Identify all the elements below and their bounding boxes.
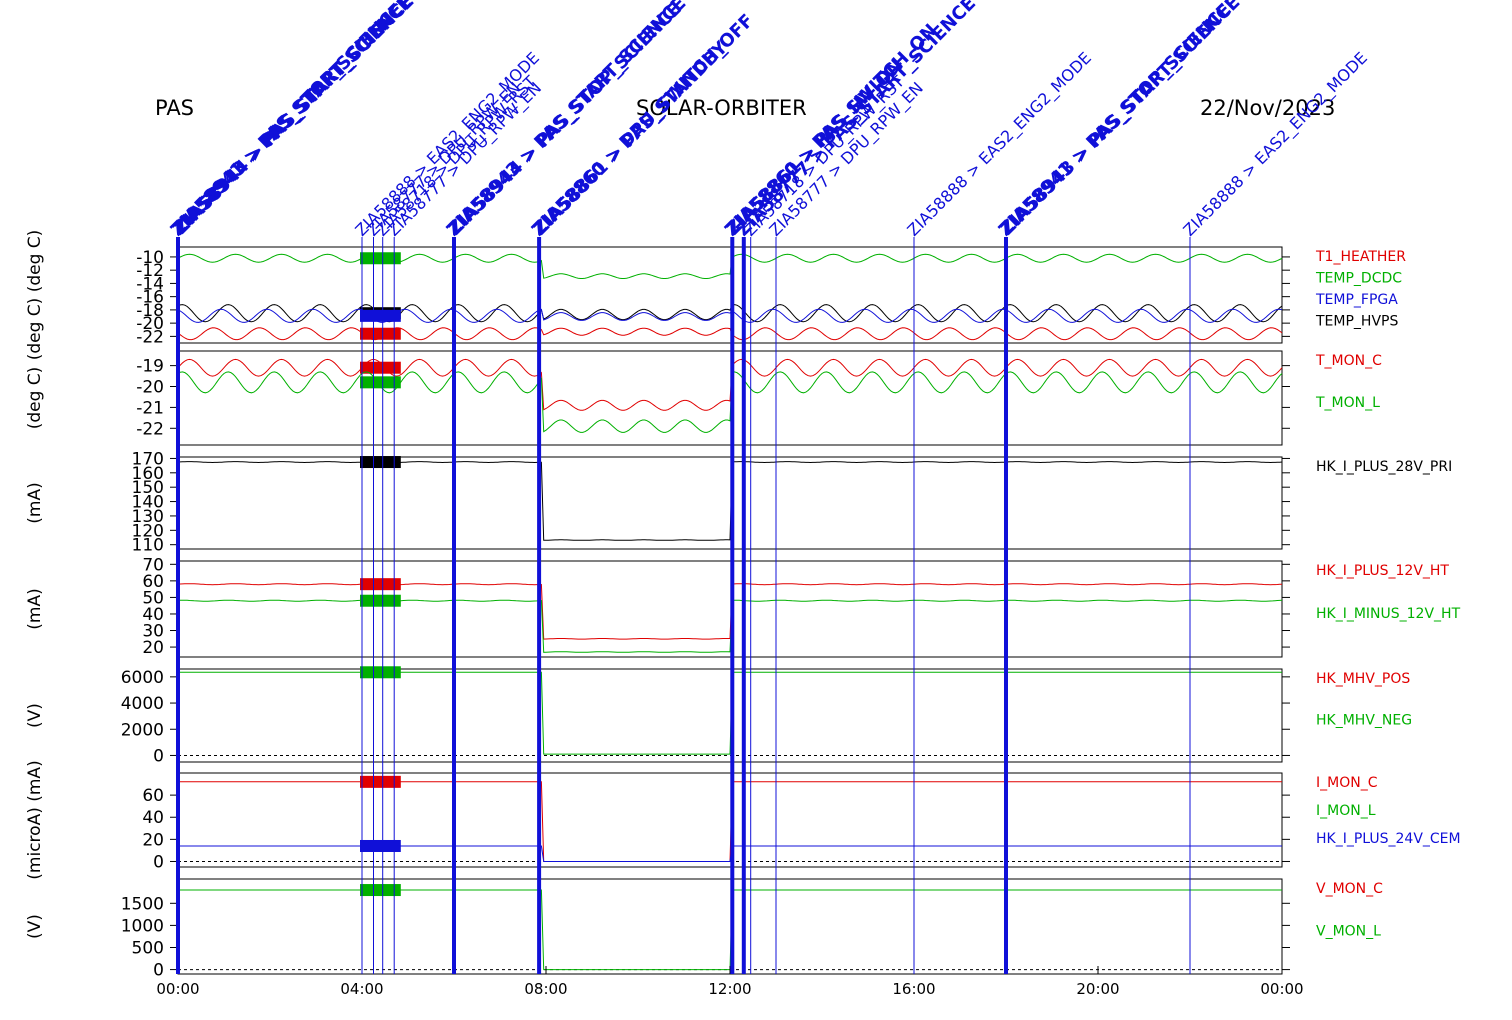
y-tick-label: 120	[132, 521, 164, 541]
y-tick-label: 160	[132, 464, 164, 484]
data-burst	[360, 666, 401, 679]
x-tick-label: 16:00	[892, 980, 935, 998]
legend-label: HK_I_MINUS_12V_HT	[1316, 606, 1461, 622]
data-burst	[360, 252, 401, 265]
legend-label: HK_I_PLUS_12V_HT	[1316, 563, 1449, 579]
event-label: ZIA58888 > EAS2_ENG2_MODE	[903, 48, 1095, 240]
mission-label: SOLAR-ORBITER	[636, 96, 807, 120]
y-tick-label: -19	[136, 357, 164, 377]
y-tick-label: 50	[142, 588, 164, 608]
data-burst	[360, 884, 401, 897]
y-tick-label: -12	[136, 261, 164, 281]
y-tick-label: 0	[153, 852, 164, 872]
series-line	[178, 781, 1282, 862]
legend-label: V_MON_L	[1316, 924, 1381, 940]
legend-label: T1_HEATHER	[1315, 249, 1406, 265]
legend-label: V_MON_C	[1316, 881, 1383, 897]
y-tick-label: 40	[142, 605, 164, 625]
data-burst	[360, 775, 401, 788]
y-tick-label: 140	[132, 493, 164, 513]
series-line	[177, 371, 1283, 433]
legend-label: T_MON_C	[1315, 353, 1382, 369]
y-tick-label: -20	[136, 314, 164, 334]
data-burst	[360, 578, 401, 591]
y-tick-label: 150	[132, 478, 164, 498]
x-tick-label: 00:00	[1260, 980, 1303, 998]
legend-label: HK_MHV_POS	[1316, 671, 1410, 687]
data-burst	[360, 309, 401, 322]
event-label: ZIA58888 > EAS2_ENG2_MODE	[1179, 48, 1371, 240]
series-line	[178, 671, 1282, 755]
legend-label: TEMP_HVPS	[1315, 314, 1398, 330]
y-tick-label: 1500	[121, 894, 164, 914]
y-tick-label: -18	[136, 301, 164, 321]
y-tick-label: 2000	[121, 720, 164, 740]
x-tick-label: 04:00	[340, 980, 383, 998]
y-tick-label: 170	[132, 449, 164, 469]
y-tick-label: 0	[153, 746, 164, 766]
y-tick-label: 60	[142, 572, 164, 592]
legend-label: HK_MHV_NEG	[1316, 713, 1412, 729]
data-burst	[360, 594, 401, 607]
legend-label: I_MON_C	[1316, 775, 1378, 791]
y-tick-label: 60	[142, 786, 164, 806]
y-tick-label: -22	[136, 327, 164, 347]
y-tick-label: 40	[142, 808, 164, 828]
legend-label: T_MON_L	[1315, 395, 1380, 411]
legend-label: HK_I_PLUS_24V_CEM	[1316, 831, 1461, 847]
y-tick-label: 6000	[121, 668, 164, 688]
y-tick-label: 20	[142, 830, 164, 850]
y-axis-label: (V)	[25, 703, 45, 728]
data-burst	[360, 361, 401, 374]
y-tick-label: -20	[136, 378, 164, 398]
y-axis-label: (mA)	[25, 482, 45, 523]
event-label: ZIA58718 > DPU_RPW_RST	[740, 72, 909, 241]
y-axis-label: (microA) (mA)	[25, 760, 45, 879]
y-tick-label: 0	[153, 961, 164, 981]
y-tick-label: -22	[136, 419, 164, 439]
series-line	[177, 327, 1283, 341]
x-tick-label: 08:00	[524, 980, 567, 998]
series-line	[178, 889, 1282, 971]
y-tick-label: -14	[136, 274, 164, 294]
legend-label: I_MON_L	[1316, 803, 1376, 819]
y-tick-label: -21	[136, 398, 164, 418]
x-tick-label: 12:00	[708, 980, 751, 998]
series-line	[177, 583, 1283, 640]
y-axis-label: (mA)	[25, 588, 45, 629]
y-tick-label: 500	[132, 938, 164, 958]
y-axis-label: (deg C) (deg C)	[25, 230, 45, 361]
y-tick-label: -10	[136, 248, 164, 268]
legend-label: TEMP_FPGA	[1315, 292, 1398, 308]
data-burst	[360, 376, 401, 389]
y-tick-label: 20	[142, 638, 164, 658]
y-tick-label: 30	[142, 622, 164, 642]
legend-label: HK_I_PLUS_28V_PRI	[1316, 459, 1452, 475]
y-tick-label: 4000	[121, 694, 164, 714]
y-axis-label: (deg C)	[25, 367, 45, 430]
series-line	[177, 358, 1283, 411]
x-tick-label: 20:00	[1076, 980, 1119, 998]
series-line	[177, 253, 1283, 279]
instrument-label: PAS	[155, 96, 195, 120]
x-tick-label: 00:00	[156, 980, 199, 998]
data-burst	[360, 456, 401, 469]
y-tick-label: 70	[142, 555, 164, 575]
data-burst	[360, 327, 401, 340]
y-tick-label: 1000	[121, 916, 164, 936]
y-tick-label: -16	[136, 288, 164, 308]
y-axis-label: (V)	[25, 914, 45, 939]
legend-label: TEMP_DCDC	[1315, 271, 1402, 287]
data-burst	[360, 839, 401, 852]
y-tick-label: 110	[132, 536, 164, 556]
series-line	[177, 461, 1283, 541]
date-label: 22/Nov/2023	[1200, 96, 1336, 120]
y-tick-label: 130	[132, 507, 164, 527]
series-line	[177, 599, 1283, 653]
